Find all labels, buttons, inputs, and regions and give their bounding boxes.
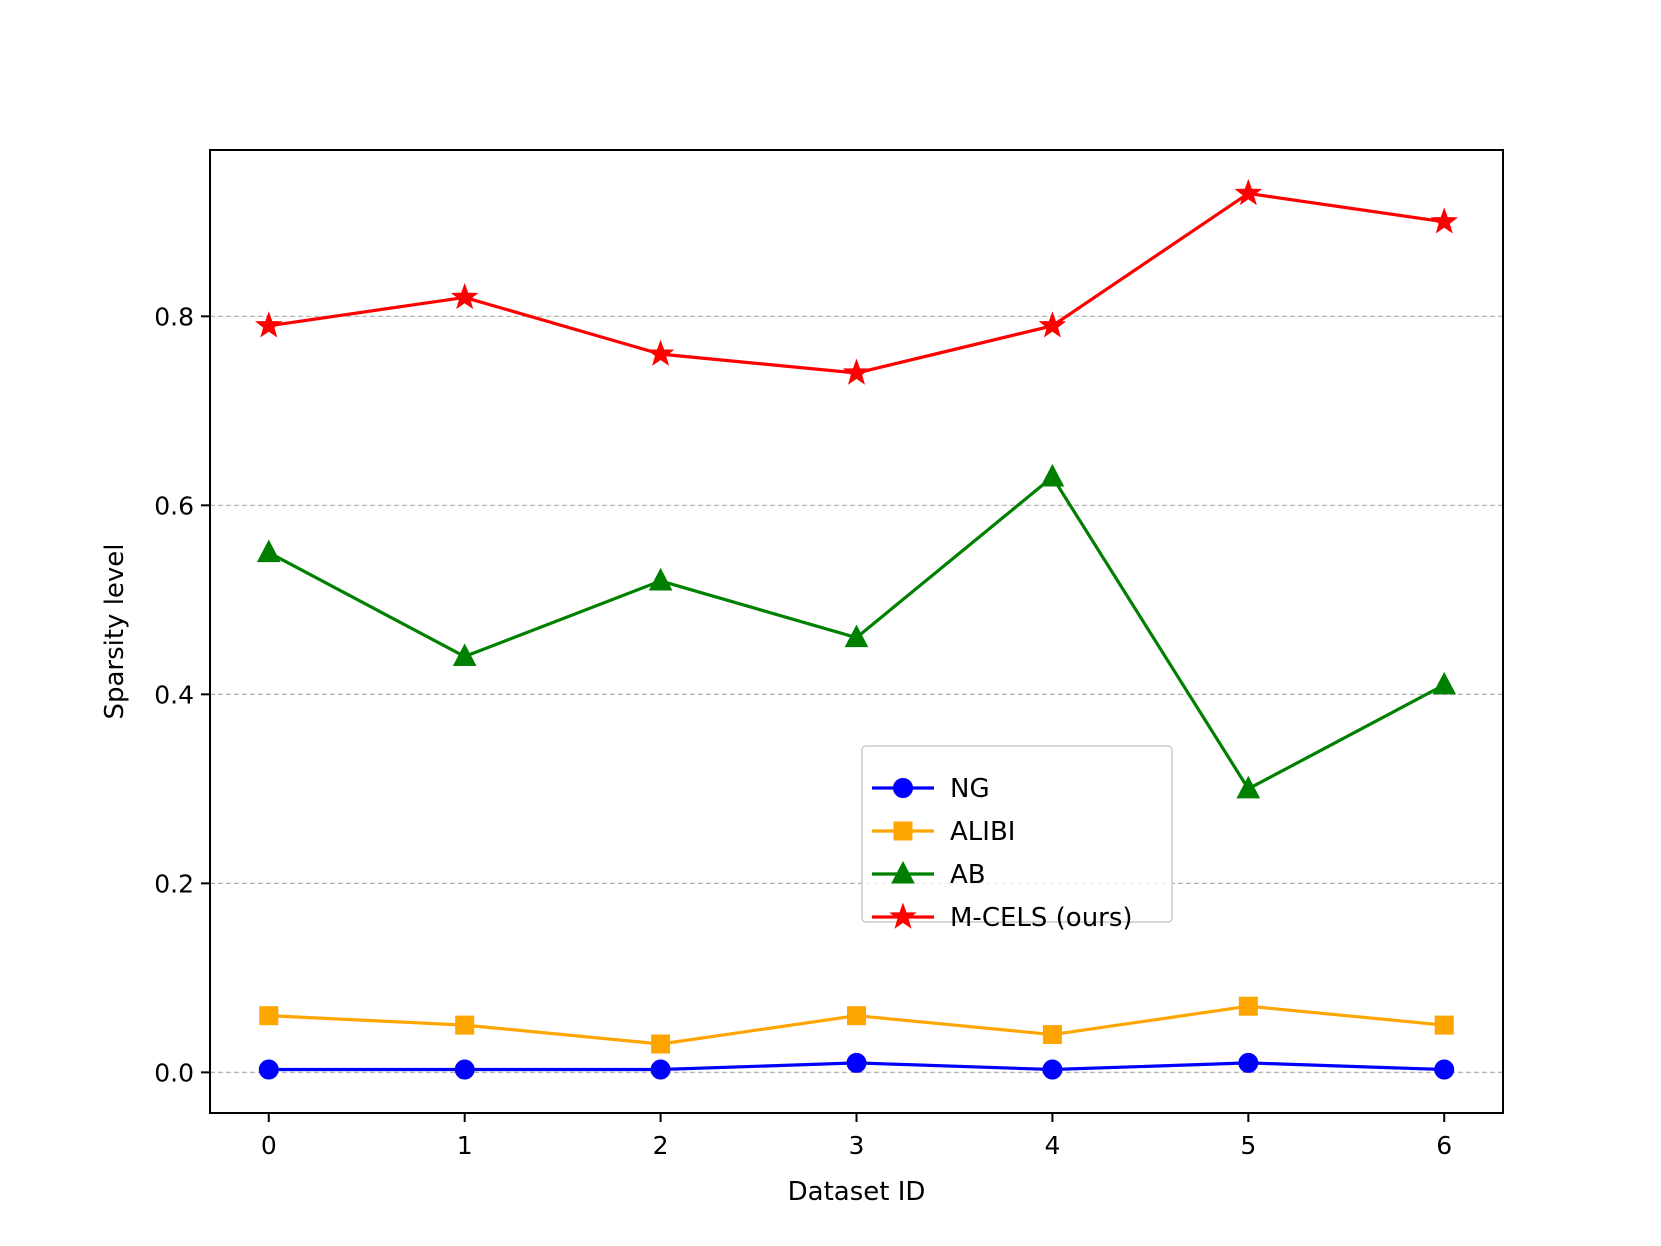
data-point	[844, 624, 869, 648]
legend-marker	[893, 778, 913, 798]
legend-label: AB	[950, 860, 986, 890]
data-point	[651, 1034, 671, 1054]
data-point	[648, 567, 673, 591]
legend-marker	[893, 821, 913, 841]
data-point	[256, 539, 281, 563]
data-point	[1434, 1015, 1454, 1035]
y-tick-label: 0.0	[154, 1058, 194, 1087]
x-tick-label: 2	[653, 1131, 669, 1160]
y-tick-label: 0.4	[154, 680, 194, 709]
data-point	[847, 1006, 866, 1026]
data-point	[1038, 311, 1067, 338]
data-point	[259, 1006, 279, 1026]
data-point	[452, 643, 477, 667]
data-point	[454, 1059, 475, 1080]
data-point	[1432, 671, 1457, 695]
x-tick-label: 0	[261, 1131, 277, 1160]
data-point	[1042, 1025, 1062, 1045]
axis-ticks: 0.0 0.2 0.4 0.6 0.8 0 1 2 3 4 5 6	[154, 302, 1452, 1160]
legend: NG ALIBI AB M-CELS (ours)	[861, 745, 1173, 933]
series-ab	[256, 463, 1457, 799]
legend-marker	[889, 902, 917, 929]
data-point	[846, 1052, 867, 1073]
series-alibi	[259, 996, 1454, 1054]
data-point	[455, 1015, 475, 1035]
data-point	[1234, 178, 1263, 206]
legend-label: M-CELS (ours)	[950, 903, 1133, 933]
data-point	[258, 1059, 279, 1080]
series-layer	[254, 178, 1459, 1080]
series-m-cels-ours	[254, 178, 1459, 385]
data-point	[1042, 1059, 1063, 1080]
legend-item: ALIBI	[872, 817, 1015, 847]
legend-item: AB	[872, 860, 986, 890]
x-tick-label: 3	[849, 1131, 865, 1160]
data-point	[1238, 996, 1258, 1016]
data-point	[254, 311, 283, 338]
legend-box	[861, 745, 1173, 923]
x-axis-label: Dataset ID	[788, 1177, 926, 1207]
data-point	[450, 282, 479, 310]
data-point	[1236, 775, 1261, 799]
legend-label: ALIBI	[950, 817, 1015, 847]
legend-item: NG	[872, 774, 990, 804]
data-point	[650, 1059, 671, 1080]
y-tick-label: 0.6	[154, 491, 194, 520]
data-point	[646, 339, 675, 366]
x-tick-label: 1	[457, 1131, 473, 1160]
y-tick-label: 0.8	[154, 302, 194, 331]
legend-marker	[891, 860, 915, 884]
data-point	[1040, 463, 1065, 487]
legend-item: M-CELS (ours)	[872, 902, 1133, 933]
data-point	[1430, 207, 1459, 234]
legend-label: NG	[950, 774, 990, 804]
x-tick-label: 4	[1044, 1131, 1060, 1160]
data-point	[1434, 1059, 1455, 1080]
data-point	[842, 358, 871, 385]
x-tick-label: 6	[1436, 1131, 1452, 1160]
y-axis-label: Sparsity level	[100, 543, 130, 719]
x-tick-label: 5	[1240, 1131, 1256, 1160]
data-point	[1238, 1052, 1259, 1073]
y-tick-label: 0.2	[154, 869, 194, 898]
series-ng	[258, 1052, 1455, 1080]
